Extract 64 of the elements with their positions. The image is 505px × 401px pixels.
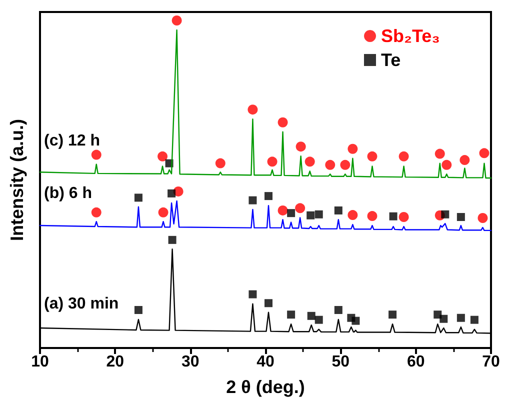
point [334, 206, 342, 214]
x-tick-label: 60 [406, 354, 425, 370]
point [398, 212, 409, 222]
point [304, 156, 315, 167]
legend-label: Sb₂Te₃ [381, 26, 440, 46]
x-tick-label: 30 [181, 354, 200, 370]
legend-label: Te [381, 50, 401, 70]
point [388, 310, 397, 319]
point [264, 192, 273, 200]
point [398, 151, 409, 162]
point [278, 117, 288, 128]
point [348, 210, 358, 220]
point [470, 316, 478, 324]
point [248, 196, 257, 204]
point [307, 312, 316, 320]
point [334, 306, 342, 314]
point [158, 207, 168, 218]
y-axis-title: Intensity (a.u.) [7, 118, 27, 242]
point [278, 205, 288, 216]
point [134, 194, 142, 202]
point [367, 151, 378, 162]
x-tick-label: 40 [256, 354, 274, 370]
annotation: (a) 30 min [44, 296, 119, 313]
x-tick-label: 10 [31, 354, 49, 370]
point [91, 150, 102, 160]
point [348, 144, 358, 154]
point [306, 211, 315, 220]
x-tick-label: 20 [106, 354, 124, 370]
point [389, 212, 398, 220]
point [264, 299, 273, 308]
point [248, 104, 258, 115]
point [314, 316, 323, 324]
point [340, 160, 350, 170]
point [248, 290, 257, 298]
point [325, 160, 336, 170]
point [314, 210, 323, 218]
point [441, 210, 450, 218]
point [267, 156, 278, 167]
point [442, 160, 452, 170]
point [440, 314, 448, 323]
point [456, 314, 465, 322]
annotation: (b) 6 h [44, 185, 92, 202]
point [91, 207, 102, 218]
point [460, 155, 470, 166]
point [287, 310, 296, 319]
point [168, 189, 176, 198]
point [287, 209, 296, 218]
annotation: (c) 12 h [44, 132, 100, 150]
x-tick-label: 70 [482, 354, 500, 370]
point [295, 203, 306, 214]
x-tick-label: 50 [332, 354, 350, 370]
point [134, 306, 142, 314]
x-axis-title: 2 θ (deg.) [226, 377, 305, 397]
point [478, 212, 488, 223]
point [479, 148, 490, 158]
point [456, 213, 465, 222]
point [367, 211, 378, 222]
point [215, 158, 226, 168]
point [168, 236, 176, 244]
point [296, 142, 306, 152]
point [352, 316, 360, 325]
point [158, 151, 168, 162]
point [434, 148, 445, 159]
point [172, 16, 182, 26]
